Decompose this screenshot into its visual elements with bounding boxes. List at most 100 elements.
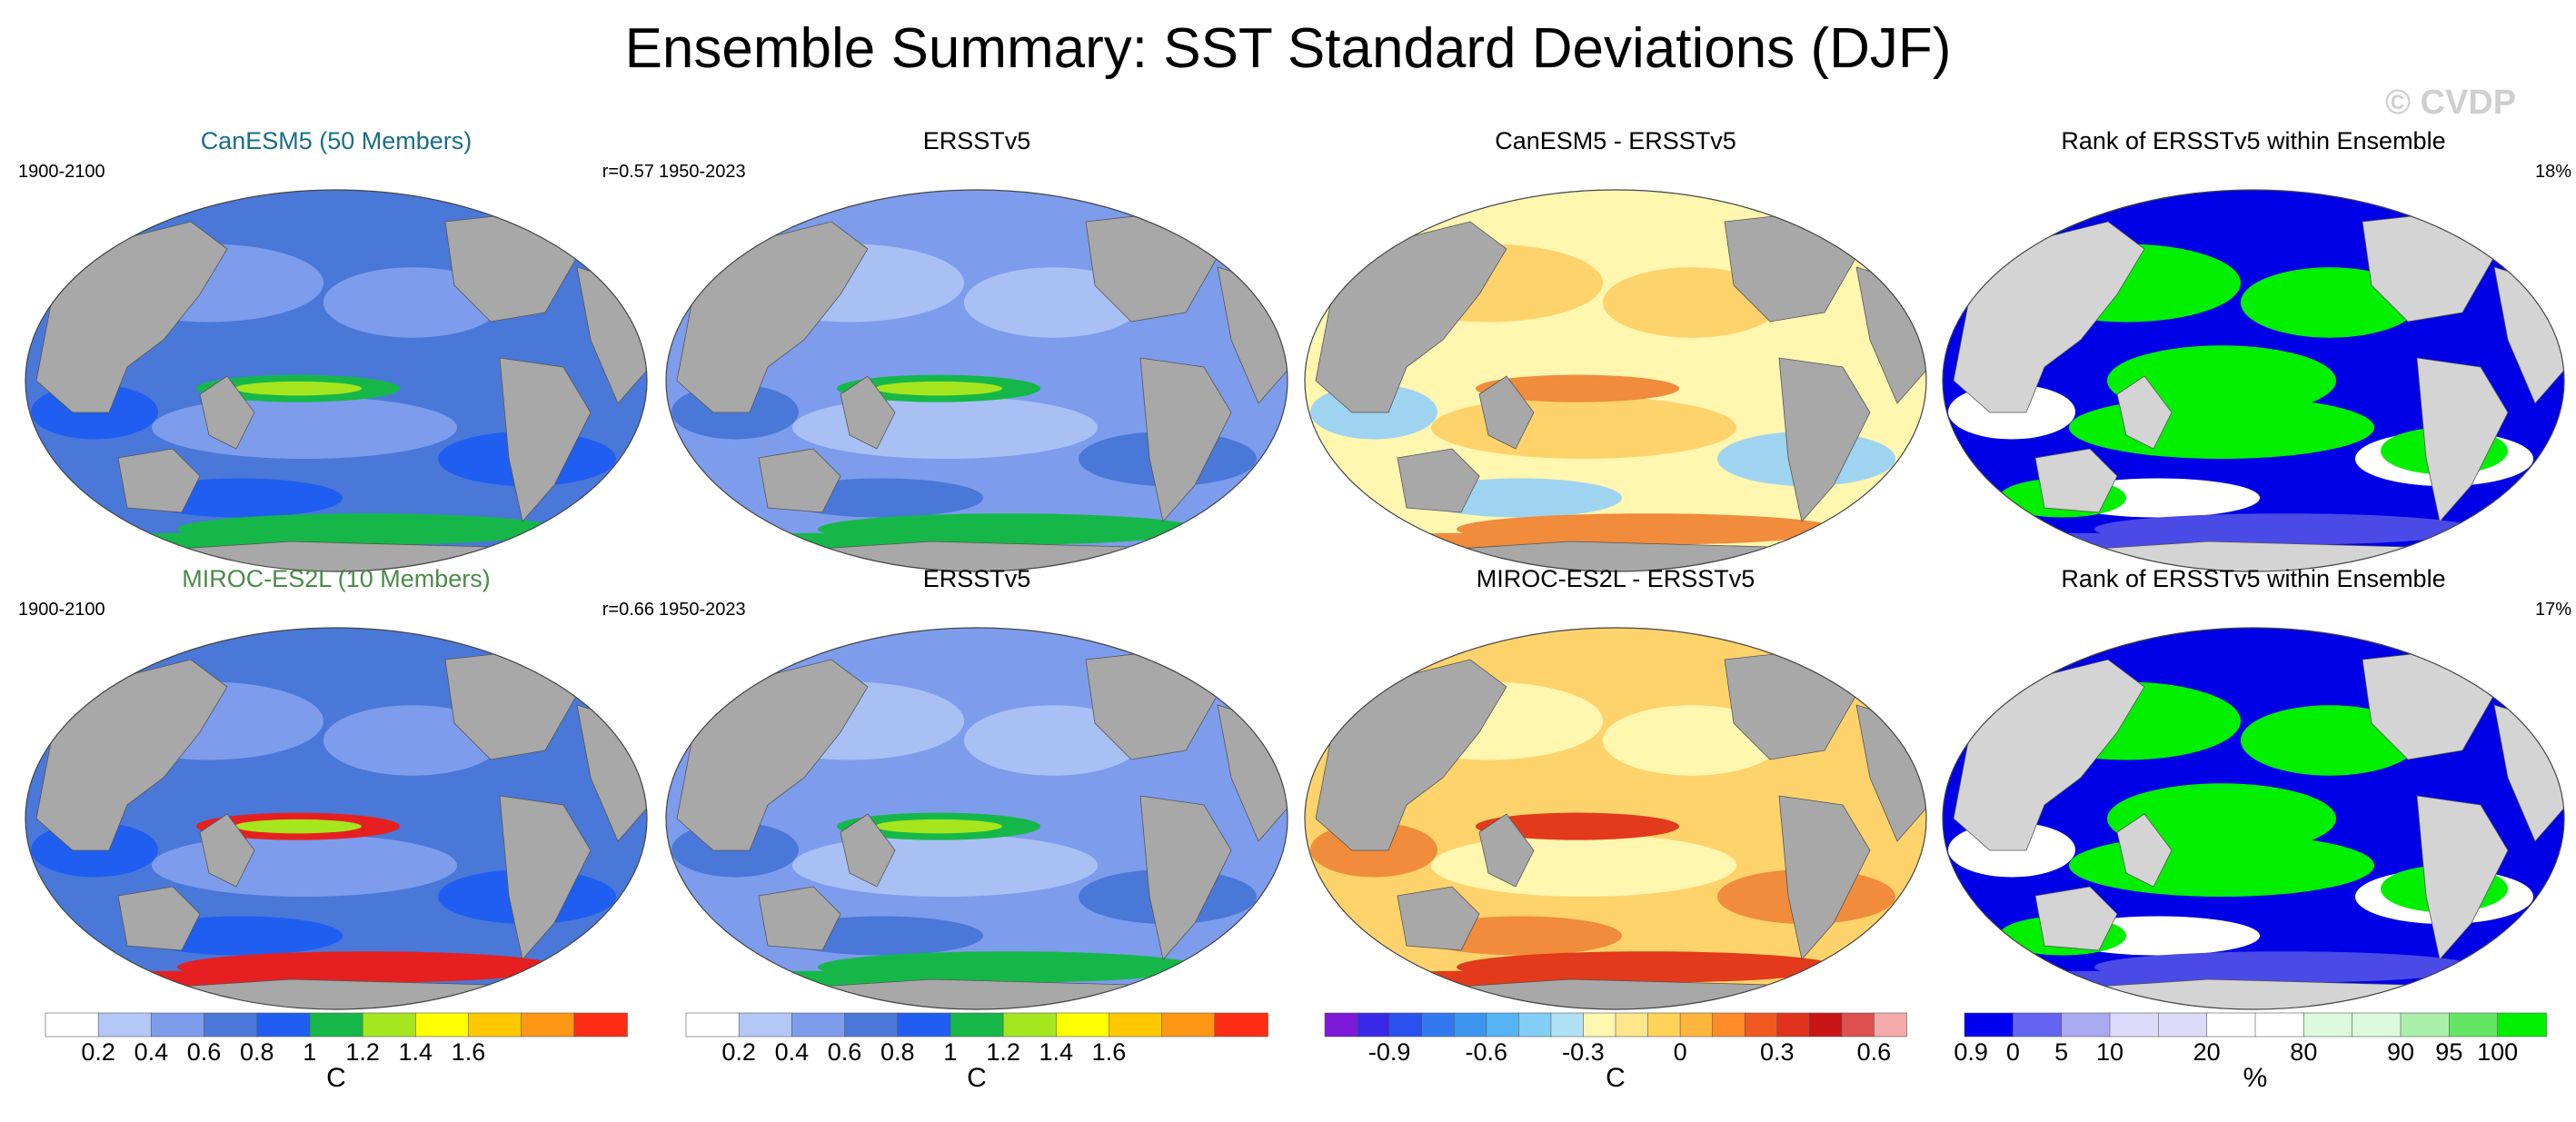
- field-patch: [1431, 396, 1736, 459]
- colorbar-tick-label: 0.3: [1760, 1038, 1795, 1066]
- world-map: [1942, 627, 2565, 1010]
- colorbar-tick-label: 100: [2477, 1038, 2518, 1066]
- colorbar-swatch: [2449, 1012, 2499, 1038]
- world-map: [665, 189, 1288, 572]
- colorbar-tick-label: 0: [2006, 1038, 2020, 1066]
- land-mass: [2116, 813, 2173, 888]
- map-panel: MIROC-ES2L - ERSSTv5: [1298, 565, 1934, 1010]
- rank-patch: [2107, 345, 2336, 416]
- equatorial-core: [234, 381, 362, 396]
- colorbar-swatch: [573, 1012, 628, 1038]
- world-map: [665, 627, 1288, 1010]
- colorbar-swatch: [204, 1012, 258, 1038]
- field-patch: [2094, 513, 2476, 545]
- colorbar-swatch: [1679, 1012, 1714, 1038]
- period-label: 1900-2100: [18, 162, 105, 182]
- colorbar-swatch: [97, 1012, 153, 1038]
- colorbar-swatch: [151, 1012, 205, 1038]
- colorbar-tick-label: 5: [2054, 1038, 2068, 1066]
- land-mass: [199, 813, 255, 888]
- colorbar-swatch: [1647, 1012, 1681, 1038]
- colorbar-swatch: [2303, 1012, 2353, 1038]
- land-mass: [499, 795, 592, 960]
- colorbar-swatch: [1388, 1012, 1423, 1038]
- colorbar-swatch: [521, 1012, 575, 1038]
- period-label: 1950-2023: [659, 600, 746, 620]
- colorbar-swatch: [1161, 1012, 1216, 1038]
- land-mass: [117, 886, 201, 951]
- land-mass: [2034, 448, 2118, 513]
- colorbar-swatch: [950, 1012, 1004, 1038]
- land-mass: [2416, 795, 2509, 960]
- colorbar-tick-label: -0.3: [1562, 1038, 1605, 1066]
- world-map: [1304, 189, 1927, 572]
- colorbar-tick-label: 1.4: [398, 1038, 433, 1066]
- colorbar-swatch: [1874, 1012, 1907, 1038]
- land-mass: [1778, 357, 1871, 522]
- stat-label: 18%: [2534, 162, 2571, 182]
- land-mass: [1778, 795, 1871, 960]
- colorbar-unit: C: [326, 1063, 346, 1093]
- colorbar-swatch: [685, 1012, 740, 1038]
- equatorial-core: [1514, 381, 1641, 396]
- equatorial-core: [875, 819, 1002, 834]
- colorbar-svg: 0 5 10 20 80 90 95 100: [1964, 1012, 2547, 1066]
- colorbar-tick-label: 1.2: [986, 1038, 1020, 1066]
- map-panel: CanESM5 - ERSSTv5: [1298, 127, 1934, 572]
- field-patch: [818, 951, 1199, 983]
- colorbar-swatch: [1744, 1012, 1778, 1038]
- colorbar-svg: -0.9 -0.6 -0.3 0 0.3 0.6 0.9: [1324, 1012, 1988, 1066]
- map-outline: [25, 627, 648, 1010]
- colorbar-tick-label: 20: [2193, 1038, 2221, 1066]
- colorbar-swatch: [2352, 1012, 2402, 1038]
- colorbar-tick-label: 0.2: [81, 1038, 115, 1066]
- colorbar-swatch: [738, 1012, 793, 1038]
- colorbar-tick-label: 0.4: [775, 1038, 810, 1066]
- map-outline: [1304, 627, 1927, 1010]
- colorbar-tick-label: 80: [2290, 1038, 2317, 1066]
- land-mass: [840, 375, 896, 450]
- colorbar-swatch: [1809, 1012, 1843, 1038]
- colorbar-tick-label: 95: [2435, 1038, 2462, 1066]
- equatorial-core: [875, 381, 1002, 396]
- period-label: 1900-2100: [18, 600, 105, 620]
- map-panel: ERSSTv5 1950-2023: [659, 127, 1295, 572]
- colorbar-swatch: [844, 1012, 899, 1038]
- world-map: [25, 627, 648, 1010]
- field-patch: [152, 834, 457, 897]
- equatorial-core: [234, 819, 362, 834]
- colorbar: 0 5 10 20 80 90 95 100%: [1964, 1012, 2547, 1095]
- colorbar-swatch: [1421, 1012, 1456, 1038]
- colorbar-swatch: [1776, 1012, 1811, 1038]
- stat-label: 17%: [2534, 600, 2571, 620]
- panel-title: CanESM5 - ERSSTv5: [1495, 127, 1736, 154]
- colorbar-tick-label: 0.9: [1954, 1038, 1988, 1066]
- map-panel: CanESM5 (50 Members) 1900-2100 r=0.57: [18, 127, 654, 572]
- colorbar: 0.2 0.4 0.6 0.8 1 1.2 1.4 1.6 C: [45, 1012, 628, 1095]
- colorbar-swatch: [309, 1012, 363, 1038]
- map-outline: [1942, 189, 2565, 572]
- map-outline: [1942, 627, 2565, 1010]
- colorbar-swatch: [2254, 1012, 2305, 1038]
- colorbar-swatch: [791, 1012, 846, 1038]
- land-mass: [2416, 357, 2509, 522]
- colorbar-tick-label: 1.6: [1092, 1038, 1127, 1066]
- land-mass: [199, 375, 255, 450]
- field-patch: [792, 396, 1098, 459]
- colorbar-tick-label: -0.9: [1368, 1038, 1411, 1066]
- panel-title: ERSSTv5: [922, 565, 1031, 592]
- stat-label: r=0.57: [602, 162, 654, 182]
- period-label: 1950-2023: [659, 162, 746, 182]
- land-mass: [1397, 448, 1480, 513]
- map-panel: ERSSTv5 1950-2023: [659, 565, 1295, 1010]
- land-mass: [1478, 375, 1535, 450]
- colorbar-tick-label: -0.6: [1466, 1038, 1508, 1066]
- colorbar-tick-label: 0.6: [828, 1038, 862, 1066]
- colorbar: 0.2 0.4 0.6 0.8 1 1.2 1.4 1.6 C: [685, 1012, 1268, 1095]
- colorbar-swatch: [1518, 1012, 1552, 1038]
- colorbar-swatch: [2109, 1012, 2160, 1038]
- panel-title: MIROC-ES2L (10 Members): [182, 565, 491, 592]
- panel-title: Rank of ERSSTv5 within Ensemble: [2061, 127, 2446, 154]
- field-patch: [152, 396, 457, 459]
- colorbar-svg: 0.2 0.4 0.6 0.8 1 1.2 1.4 1.6: [685, 1012, 1268, 1066]
